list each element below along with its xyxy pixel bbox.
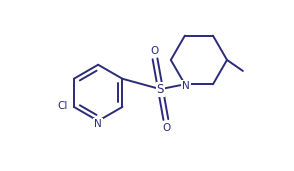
Text: S: S	[157, 83, 164, 96]
Text: O: O	[162, 123, 171, 133]
Text: N: N	[182, 81, 190, 90]
Text: N: N	[94, 119, 102, 129]
Text: O: O	[150, 45, 158, 56]
Text: Cl: Cl	[57, 101, 68, 111]
